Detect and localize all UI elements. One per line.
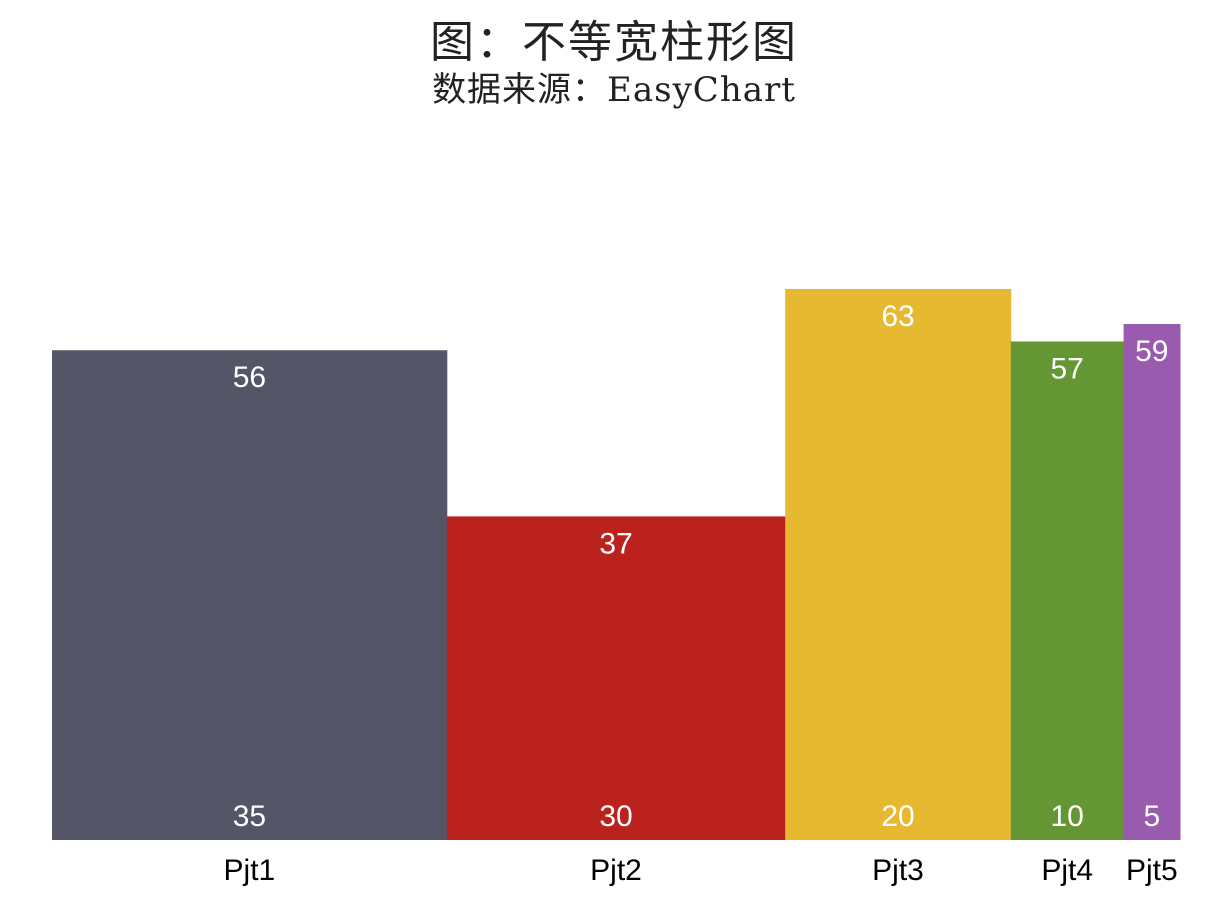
bar-pjt5 <box>1123 323 1181 840</box>
category-label-pjt1: Pjt1 <box>224 854 276 887</box>
value-label-pjt3: 63 <box>881 300 914 333</box>
value-label-pjt1: 56 <box>233 361 266 394</box>
width-label-pjt2: 30 <box>599 800 632 833</box>
width-label-pjt3: 20 <box>881 800 914 833</box>
bar-pjt3 <box>785 289 1012 840</box>
chart-title: 图：不等宽柱形图 <box>430 17 798 68</box>
category-label-pjt2: Pjt2 <box>590 854 642 887</box>
category-label-pjt5: Pjt5 <box>1126 854 1178 887</box>
bars-group <box>52 289 1181 840</box>
width-label-pjt1: 35 <box>233 800 266 833</box>
category-label-pjt3: Pjt3 <box>872 854 924 887</box>
value-label-pjt2: 37 <box>599 527 632 560</box>
category-label-pjt4: Pjt4 <box>1041 854 1093 887</box>
bar-pjt2 <box>446 516 786 840</box>
labels-group: 56 35 Pjt1 37 30 Pjt2 63 20 Pjt3 57 10 Pjt4 59 5 Pjt5 <box>224 300 1178 887</box>
width-label-pjt5: 5 <box>1143 800 1160 833</box>
value-label-pjt5: 59 <box>1135 335 1168 368</box>
chart-subtitle: 数据来源：EasyChart <box>432 70 796 110</box>
bar-pjt1 <box>52 350 448 840</box>
bar-pjt4 <box>1010 341 1125 840</box>
value-label-pjt4: 57 <box>1051 352 1084 385</box>
width-label-pjt4: 10 <box>1051 800 1084 833</box>
